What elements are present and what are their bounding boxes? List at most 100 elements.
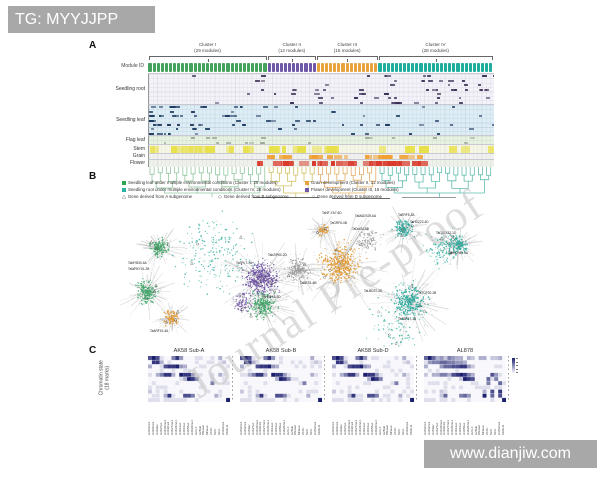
state-tick-column	[232, 356, 233, 402]
expression-mark	[260, 75, 266, 78]
expression-mark	[478, 88, 483, 91]
module-id-block	[398, 63, 403, 72]
expression-mark	[374, 97, 380, 100]
module-id-block	[435, 63, 439, 72]
expression-mark	[158, 115, 162, 118]
gene-coexpression-network: TaMYB30-6A TaWRKY41-2B TaARF19-4A TaSPL7-7A…	[119, 206, 483, 347]
expression-mark	[451, 88, 455, 91]
module-id-block	[296, 63, 300, 72]
chromatin-mark-label: H2A.Z	[378, 426, 382, 435]
module-id-block	[390, 63, 394, 72]
expression-mark	[194, 146, 203, 153]
expression-mark	[327, 155, 333, 159]
expression-mark	[411, 161, 422, 166]
expression-mark	[163, 132, 167, 135]
expression-mark	[186, 146, 194, 153]
expression-mark	[271, 119, 277, 122]
expression-mark	[318, 97, 324, 100]
module-id-block	[168, 63, 173, 72]
expression-mark	[365, 132, 369, 135]
expression-mark	[244, 146, 250, 153]
module-id-block	[193, 63, 197, 72]
expression-mark	[257, 161, 263, 166]
module-id-block	[300, 63, 304, 72]
network-cluster-orange	[152, 302, 190, 336]
module-id-block	[341, 63, 345, 72]
expression-mark	[236, 119, 241, 122]
mark-label-row: H3K4me1H3K4me3H3K9acH3K27acH3K36me3H3K9m…	[148, 404, 230, 436]
expression-mark	[159, 115, 164, 118]
module-id-block	[238, 63, 242, 72]
expression-mark	[255, 79, 260, 82]
expression-mark	[323, 146, 330, 153]
expression-mark	[427, 75, 431, 78]
expression-mark	[207, 146, 212, 153]
expression-mark	[478, 84, 482, 87]
expression-mark	[464, 84, 468, 87]
module-id-block	[333, 63, 337, 72]
expression-mark	[226, 146, 233, 153]
expression-mark	[360, 101, 364, 104]
expression-mark	[388, 161, 397, 166]
expression-mark	[382, 161, 390, 166]
expression-mark	[159, 106, 164, 109]
module-id-block	[210, 63, 214, 72]
expression-mark	[211, 137, 217, 140]
expression-section-flower	[148, 159, 494, 167]
row-label: Seedling root	[115, 85, 145, 92]
module-id-block	[448, 63, 452, 72]
gene-label: TabZIP60-2D	[268, 253, 287, 257]
expression-mark	[438, 79, 444, 82]
expression-mark	[265, 119, 271, 122]
expression-mark	[216, 141, 220, 144]
chromatin-mark-label: CENH3	[225, 424, 229, 435]
expression-mark	[290, 101, 295, 104]
expression-mark	[469, 128, 474, 131]
expression-mark	[198, 123, 204, 126]
expression-mark	[194, 132, 198, 135]
module-id-block	[251, 63, 255, 72]
expression-mark	[330, 97, 335, 100]
module-id-block	[156, 63, 160, 72]
cluster-bracket	[379, 56, 493, 60]
expression-mark	[485, 88, 489, 91]
expression-mark	[314, 88, 320, 91]
network-cluster-teal	[385, 206, 428, 254]
module-id-block	[308, 63, 312, 72]
module-id-block	[423, 63, 427, 72]
expression-section-stem	[148, 144, 494, 154]
expression-mark	[377, 155, 385, 159]
gene-label: TaERF5-3A	[398, 213, 415, 217]
module-id-block	[329, 63, 333, 72]
expression-mark	[241, 123, 247, 126]
expression-mark	[214, 101, 219, 104]
expression-mark	[447, 84, 451, 87]
row-label: Stem	[133, 145, 145, 152]
expression-mark	[333, 155, 343, 159]
panel-b-label: B	[89, 171, 97, 182]
module-id-block	[246, 63, 251, 72]
network-cluster-green	[136, 228, 185, 265]
cluster-header: Cluster III (15 modules)	[307, 42, 387, 53]
expression-mark	[458, 101, 464, 104]
module-id-block	[197, 63, 201, 72]
expression-mark	[384, 92, 389, 95]
expression-mark	[369, 161, 377, 166]
network-cluster-orange	[307, 216, 336, 245]
expression-mark	[261, 79, 266, 82]
expression-mark	[399, 155, 409, 159]
gene-label: TaSPL7-7A	[236, 261, 253, 265]
chromatin-heatmap-grid	[240, 356, 322, 402]
expression-mark	[314, 92, 320, 95]
expression-mark	[292, 123, 295, 126]
expression-mark	[387, 97, 391, 100]
chromatin-heatmap-grid	[424, 356, 506, 402]
expression-mark	[262, 106, 269, 109]
legend-square-swatch	[122, 180, 126, 185]
expression-mark	[307, 141, 312, 144]
module-id-block	[201, 63, 205, 72]
expression-mark	[423, 75, 427, 78]
expression-mark	[149, 110, 154, 113]
mark-label-row: H3K4me1H3K4me3H3K9acH3K27acH3K36me3H3K9m…	[424, 404, 506, 436]
row-label: Flag leaf	[125, 136, 145, 143]
